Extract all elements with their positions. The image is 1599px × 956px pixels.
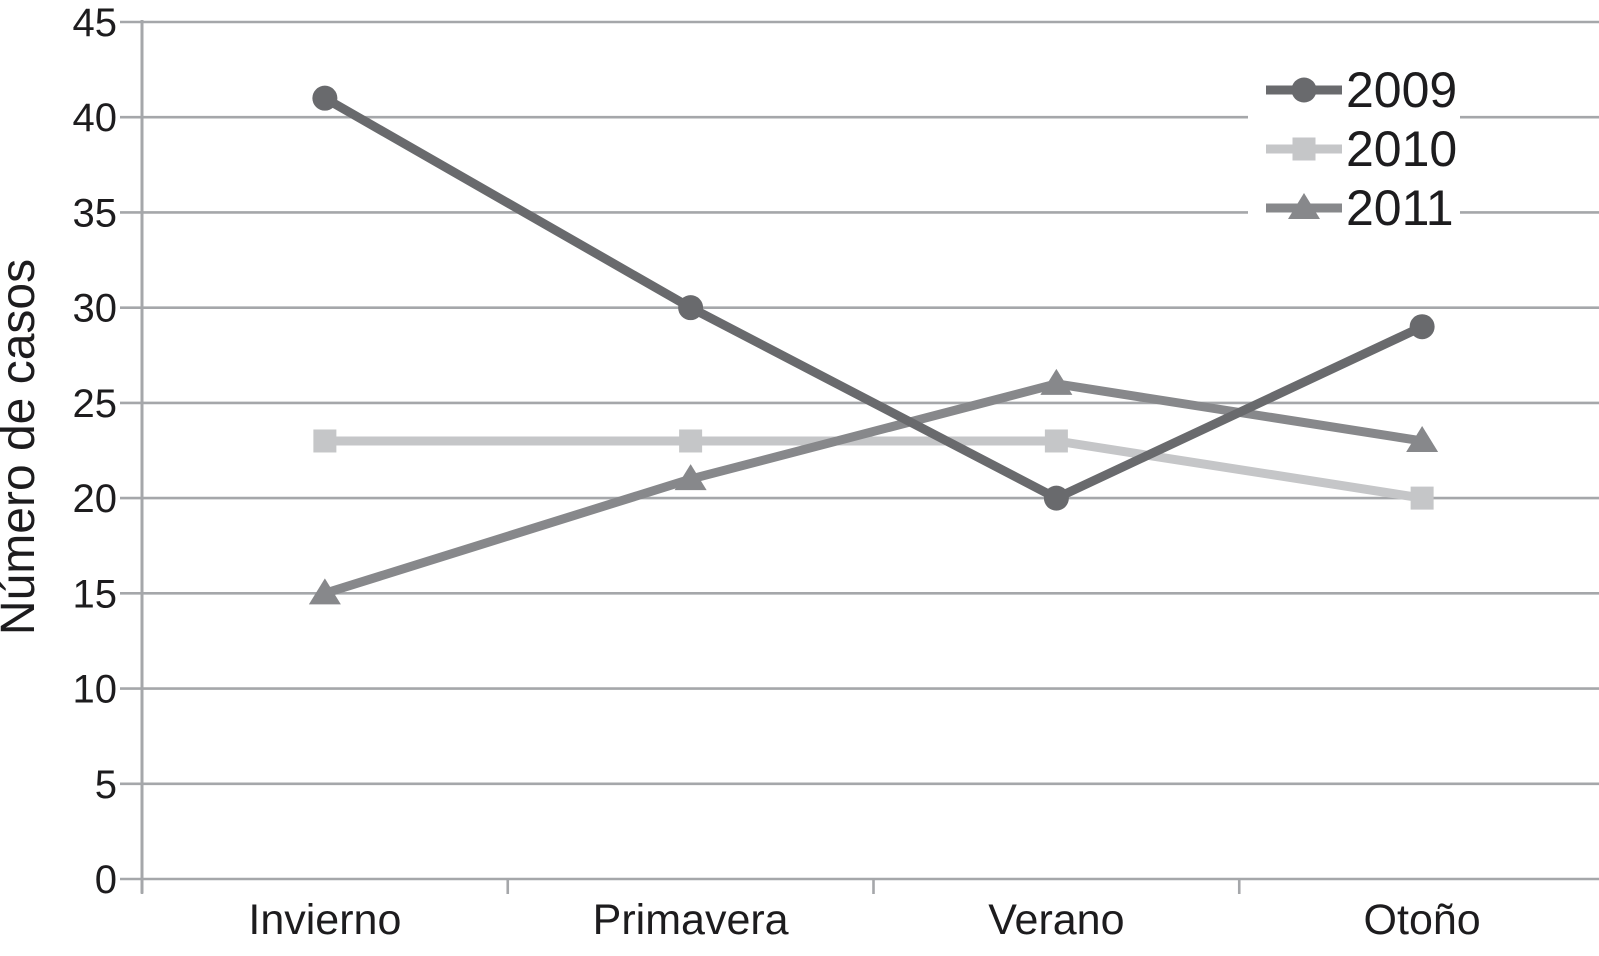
y-tick-label: 35 — [73, 191, 118, 235]
data-point-marker — [1410, 486, 1434, 510]
legend-entry-2009: 2009 — [1248, 60, 1460, 119]
data-point-marker — [1409, 314, 1435, 340]
legend-label: 2009 — [1346, 61, 1458, 118]
y-tick-label: 40 — [73, 96, 118, 140]
series-line-2010 — [324, 436, 1423, 503]
legend-label: 2011 — [1346, 179, 1454, 236]
y-tick-label: 0 — [95, 858, 117, 902]
data-point-marker — [308, 578, 341, 605]
series-line-2009 — [322, 94, 1425, 504]
y-tick-label: 45 — [73, 1, 118, 45]
legend-entry-2011: 2011 — [1248, 178, 1460, 237]
y-tick-label: 30 — [73, 287, 118, 331]
triangle-legend-marker-icon — [1266, 192, 1342, 219]
data-point-marker — [1043, 485, 1069, 511]
legend-entry-2010: 2010 — [1248, 119, 1460, 178]
data-point-marker — [312, 85, 338, 111]
y-tick-label: 10 — [73, 668, 118, 712]
data-point-marker — [313, 429, 337, 453]
circle-legend-marker-icon — [1266, 77, 1342, 102]
data-point-marker — [678, 295, 704, 321]
data-point-marker — [679, 429, 703, 453]
data-point-marker — [1040, 368, 1073, 395]
y-tick-label: 15 — [73, 572, 118, 616]
y-tick-label: 25 — [73, 382, 118, 426]
y-tick-label: 20 — [73, 477, 118, 521]
x-category-label: Primavera — [593, 896, 789, 944]
series-line-2011 — [323, 379, 1423, 598]
data-point-marker — [674, 464, 707, 491]
square-legend-marker-icon — [1266, 137, 1342, 160]
y-axis-title: Número de casos — [0, 259, 45, 635]
legend-label: 2010 — [1346, 120, 1458, 177]
y-tick-label: 5 — [95, 763, 117, 807]
x-category-label: Verano — [988, 896, 1124, 944]
x-category-label: Invierno — [248, 896, 401, 944]
data-point-marker — [1044, 429, 1068, 453]
legend: 2009 2010 2011 — [1248, 60, 1460, 237]
data-point-marker — [1406, 425, 1439, 452]
x-category-label: Otoño — [1364, 896, 1481, 944]
